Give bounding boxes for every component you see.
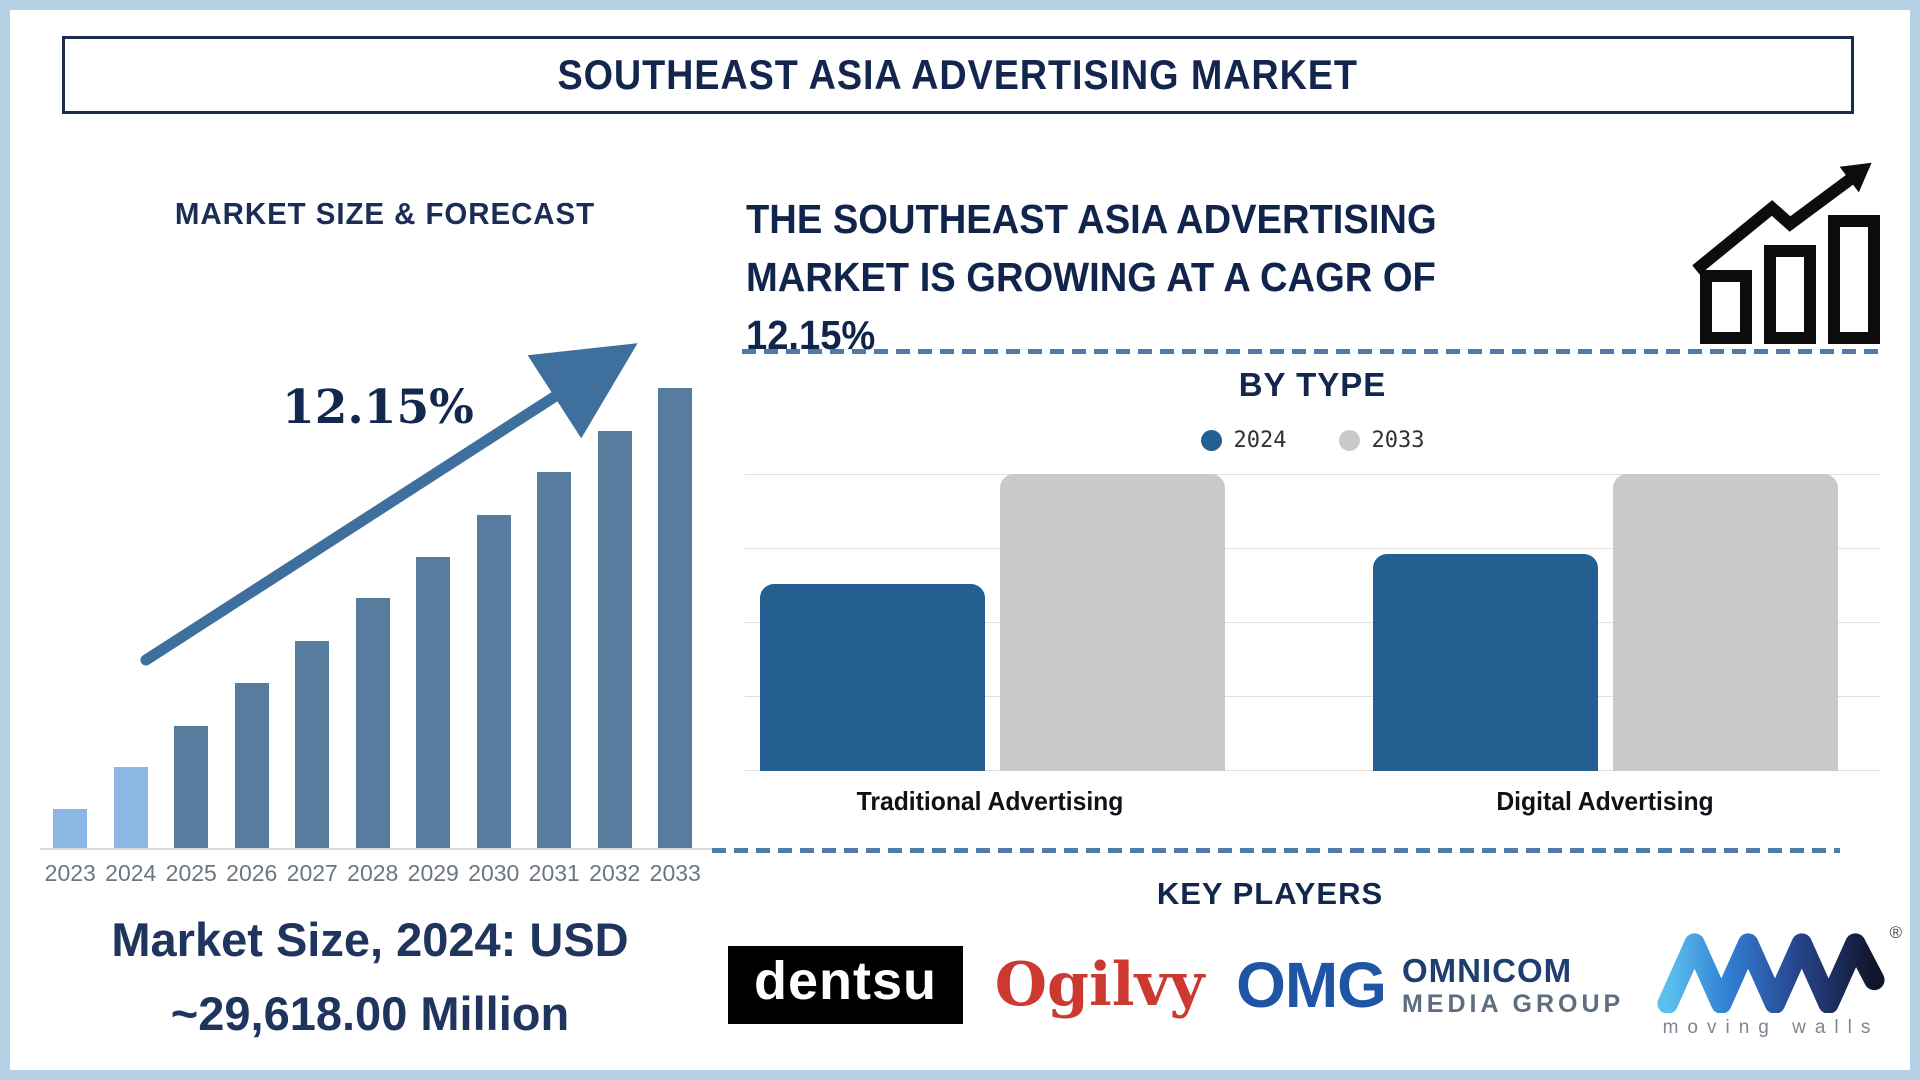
year-label-2024: 2024 xyxy=(105,860,157,886)
dashed-divider-top xyxy=(742,349,1882,354)
category-label-digital: Digital Advertising xyxy=(1496,786,1714,816)
forecast-bar-2026 xyxy=(234,683,269,848)
growth-trend-arrow-icon xyxy=(140,343,638,666)
legend-item-2033: 2033 xyxy=(1338,428,1425,453)
by-type-heading: BY TYPE xyxy=(1238,366,1387,403)
category-label-traditional: Traditional Advertising xyxy=(856,786,1124,816)
forecast-bar-2031 xyxy=(537,472,571,848)
title-box: SOUTHEAST ASIA ADVERTISING MARKET xyxy=(62,36,1854,114)
forecast-bar-2030 xyxy=(476,515,511,848)
market-size-caption-line2: ~29,618.00 Million xyxy=(170,987,570,1041)
moving-walls-text: moving walls xyxy=(1662,1017,1880,1038)
year-label-2033: 2033 xyxy=(649,860,701,886)
omg-wordmark: OMG xyxy=(1236,949,1387,1021)
gridline xyxy=(745,770,1880,771)
key-players-logos: dentsu Ogilvy OMG OMNICOM MEDIA GROUP ® xyxy=(728,923,1902,1044)
dentsu-logo: dentsu xyxy=(728,946,964,1024)
bytype-chart xyxy=(745,474,1880,771)
year-label-2032: 2032 xyxy=(589,860,641,886)
forecast-bar-2023 xyxy=(53,809,87,848)
omnicom-media-group-logo: OMG OMNICOM MEDIA GROUP xyxy=(1236,948,1624,1022)
year-label-2031: 2031 xyxy=(528,860,580,886)
forecast-bar-2029 xyxy=(416,557,450,848)
year-label-2027: 2027 xyxy=(286,860,338,886)
year-label-2023: 2023 xyxy=(44,860,96,886)
year-label-2025: 2025 xyxy=(165,860,217,886)
forecast-bar-2024 xyxy=(113,767,148,848)
forecast-bar-2027 xyxy=(295,641,329,848)
legend-dot-2024 xyxy=(1200,430,1222,451)
registered-trademark-icon: ® xyxy=(1889,923,1902,942)
omnicom-text-line2: MEDIA GROUP xyxy=(1401,989,1625,1018)
forecast-baseline xyxy=(40,848,720,850)
gridline xyxy=(745,474,1880,475)
forecast-bar-2028 xyxy=(355,598,390,848)
moving-walls-mw-icon xyxy=(1657,933,1885,1013)
legend-label-2033: 2033 xyxy=(1371,428,1425,453)
key-players-heading: KEY PLAYERS xyxy=(1156,876,1384,911)
market-size-caption-line1: Market Size, 2024: USD xyxy=(111,913,629,966)
forecast-year-axis: 2023 2024 2025 2026 2027 2028 2029 2030 2031 2032… xyxy=(40,860,720,887)
page-title: SOUTHEAST ASIA ADVERTISING MARKET xyxy=(557,51,1359,98)
gridline xyxy=(745,548,1880,549)
year-label-2026: 2026 xyxy=(226,860,278,886)
cagr-annotation: 12.15% xyxy=(282,380,474,435)
moving-walls-logo: ® moving walls xyxy=(1656,923,1902,1039)
bar-growth-icon xyxy=(1692,162,1880,344)
forecast-bar-2033 xyxy=(658,388,692,848)
gridline xyxy=(745,696,1880,697)
bytype-bar-2024-digital xyxy=(1373,554,1598,771)
dashed-divider-bottom xyxy=(712,848,1840,853)
bytype-bar-2033-traditional xyxy=(1000,474,1225,771)
legend-dot-2033 xyxy=(1338,430,1360,451)
forecast-chart xyxy=(40,378,720,850)
forecast-bar-2032 xyxy=(597,431,632,848)
ogilvy-logo: Ogilvy xyxy=(994,950,1205,1020)
market-size-caption: Market Size, 2024: USD ~29,618.00 Millio… xyxy=(30,903,710,1052)
year-label-2030: 2030 xyxy=(468,860,520,886)
bytype-bar-2033-digital xyxy=(1613,474,1838,771)
legend-label-2024: 2024 xyxy=(1233,428,1287,453)
year-label-2029: 2029 xyxy=(407,860,459,886)
year-label-2028: 2028 xyxy=(347,860,399,886)
legend-item-2024: 2024 xyxy=(1200,428,1287,453)
by-type-legend: 2024 2033 xyxy=(745,428,1880,453)
bytype-bar-2024-traditional xyxy=(760,584,985,771)
forecast-bar-2025 xyxy=(174,726,208,848)
omnicom-text-line1: OMNICOM xyxy=(1401,951,1573,989)
headline: THE SOUTHEAST ASIA ADVERTISING MARKET IS… xyxy=(746,196,1437,359)
gridline xyxy=(745,622,1880,623)
market-size-heading: MARKET SIZE & FORECAST xyxy=(174,196,596,231)
